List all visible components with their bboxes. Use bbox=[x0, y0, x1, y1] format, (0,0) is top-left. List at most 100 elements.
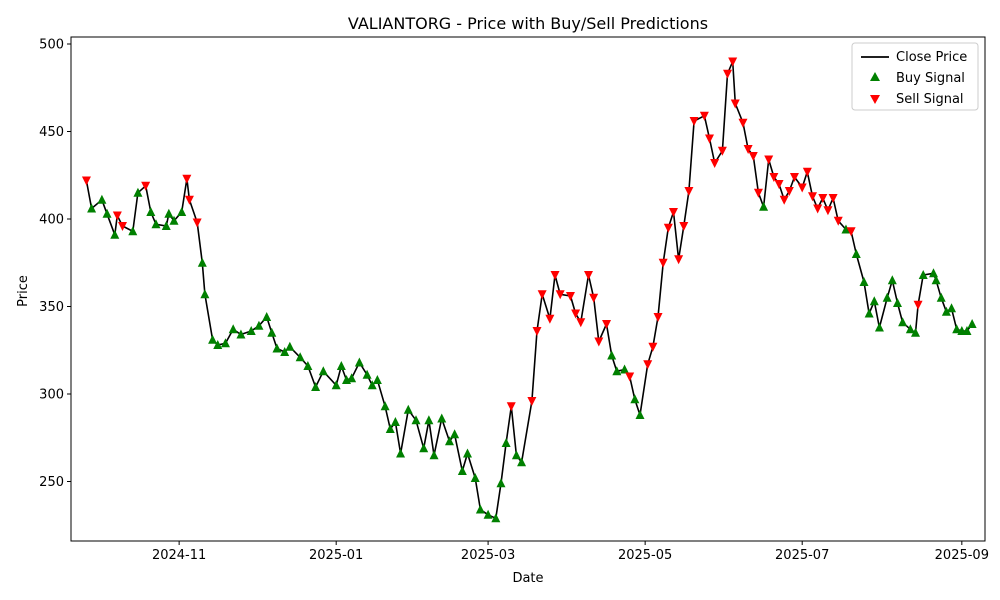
sell-signal-marker bbox=[684, 187, 694, 196]
sell-signal-marker bbox=[743, 145, 753, 154]
sell-signal-marker bbox=[184, 195, 194, 205]
sell-signal-marker bbox=[668, 208, 678, 217]
buy-signal-marker bbox=[411, 415, 421, 425]
buy-signal-marker bbox=[390, 417, 400, 426]
sell-signal-marker bbox=[182, 174, 192, 184]
y-tick-label: 250 bbox=[39, 475, 64, 490]
buy-signal-marker bbox=[491, 513, 501, 523]
buy-signal-marker bbox=[403, 404, 413, 414]
buy-signal-marker bbox=[303, 361, 313, 370]
x-axis-title: Date bbox=[512, 571, 543, 586]
buy-signal-marker bbox=[462, 448, 472, 458]
sell-signal-marker bbox=[846, 227, 856, 237]
sell-signal-marker bbox=[823, 206, 833, 216]
sell-signal-marker bbox=[545, 314, 555, 324]
sell-signal-marker bbox=[537, 290, 547, 300]
sell-signal-marker bbox=[802, 167, 812, 177]
buy-signal-marker bbox=[102, 208, 112, 218]
buy-signal-marker bbox=[967, 319, 977, 328]
buy-signal-marker bbox=[254, 320, 264, 330]
buy-signal-marker bbox=[929, 268, 939, 278]
buy-signal-marker bbox=[952, 324, 962, 334]
sell-signal-marker bbox=[674, 255, 684, 265]
buy-signal-marker bbox=[475, 504, 485, 514]
sell-signal-marker bbox=[913, 300, 923, 310]
sell-signal-marker bbox=[738, 118, 748, 128]
buy-signal-marker bbox=[859, 277, 869, 286]
sell-signal-marker bbox=[594, 337, 604, 347]
sell-signal-marker bbox=[699, 111, 709, 121]
sell-signal-marker bbox=[565, 292, 575, 301]
legend-sell-marker bbox=[870, 95, 880, 104]
sell-signal-marker bbox=[550, 271, 560, 280]
buy-signal-marker bbox=[87, 203, 97, 213]
buy-signal-marker bbox=[228, 324, 238, 334]
sell-signal-marker bbox=[689, 117, 699, 126]
sell-signal-marker bbox=[784, 187, 794, 196]
buy-signal-marker bbox=[97, 194, 107, 204]
sell-signal-marker bbox=[589, 293, 599, 303]
buy-signal-marker bbox=[910, 327, 920, 337]
sell-signal-marker bbox=[813, 204, 823, 214]
buy-signal-marker bbox=[220, 338, 230, 348]
buy-signal-marker bbox=[450, 429, 460, 439]
sell-signal-marker bbox=[789, 173, 799, 182]
buy-signal-marker bbox=[280, 347, 290, 356]
buy-signal-marker bbox=[892, 298, 902, 307]
sell-signal-marker bbox=[730, 99, 740, 109]
buy-signal-marker bbox=[236, 329, 246, 339]
buy-signal-marker bbox=[372, 375, 382, 384]
axes: 2024-11 2025-01 2025-03 2025-05 2025-07 2025-… bbox=[39, 36, 989, 563]
legend-buy-marker bbox=[870, 72, 880, 81]
chart-title: VALIANTORG - Price with Buy/Sell Predict… bbox=[348, 14, 708, 33]
sell-signal-marker bbox=[506, 402, 516, 412]
buy-signal-marker bbox=[483, 509, 493, 519]
sell-signal-marker bbox=[117, 222, 127, 231]
sell-signal-marker bbox=[643, 360, 653, 370]
buy-signal-marker bbox=[429, 450, 439, 460]
sell-signal-marker bbox=[705, 134, 715, 144]
sell-signal-marker bbox=[833, 216, 843, 226]
sell-signal-marker bbox=[112, 211, 122, 221]
buy-signal-marker bbox=[457, 466, 467, 475]
y-tick-label: 300 bbox=[39, 388, 64, 403]
sell-signal-marker bbox=[602, 320, 612, 329]
sell-signal-marker bbox=[764, 155, 774, 165]
x-tick-label: 2024-11 bbox=[152, 548, 206, 563]
sell-signal-marker bbox=[807, 192, 817, 202]
buy-signal-marker bbox=[444, 436, 454, 446]
sell-signal-marker bbox=[728, 57, 738, 67]
buy-signal-marker bbox=[146, 207, 156, 216]
sell-signal-marker bbox=[584, 271, 594, 280]
sell-signal-marker bbox=[818, 194, 828, 203]
plot-frame bbox=[70, 36, 986, 542]
buy-signal-marker bbox=[501, 438, 511, 447]
buy-signal-marker bbox=[164, 208, 174, 218]
buy-signal-marker bbox=[887, 275, 897, 285]
buy-signal-marker bbox=[208, 334, 218, 344]
buy-signal-marker bbox=[635, 410, 645, 419]
sell-signal-marker bbox=[653, 313, 663, 322]
sell-signal-marker bbox=[658, 258, 668, 268]
buy-signal-marker bbox=[347, 373, 357, 383]
buy-signal-marker bbox=[905, 324, 915, 334]
buy-signal-marker bbox=[110, 229, 120, 239]
buy-signal-marker bbox=[496, 478, 506, 488]
sell-signal-marker bbox=[717, 146, 727, 156]
sell-signal-marker bbox=[828, 194, 838, 203]
sell-signal-marker bbox=[679, 222, 689, 231]
buy-signal-marker bbox=[161, 221, 171, 230]
buy-signal-marker bbox=[200, 289, 210, 299]
legend-label-buy: Buy Signal bbox=[896, 71, 965, 86]
buy-signal-marker bbox=[931, 275, 941, 285]
buy-signal-marker bbox=[246, 326, 256, 335]
plot-area bbox=[81, 57, 977, 523]
sell-signal-marker bbox=[532, 327, 542, 336]
sell-signal-marker bbox=[527, 397, 537, 406]
buy-signal-marker bbox=[941, 306, 951, 316]
buy-signal-marker bbox=[874, 322, 884, 332]
buy-signal-marker bbox=[424, 415, 434, 425]
x-tick-label: 2025-05 bbox=[618, 548, 672, 563]
